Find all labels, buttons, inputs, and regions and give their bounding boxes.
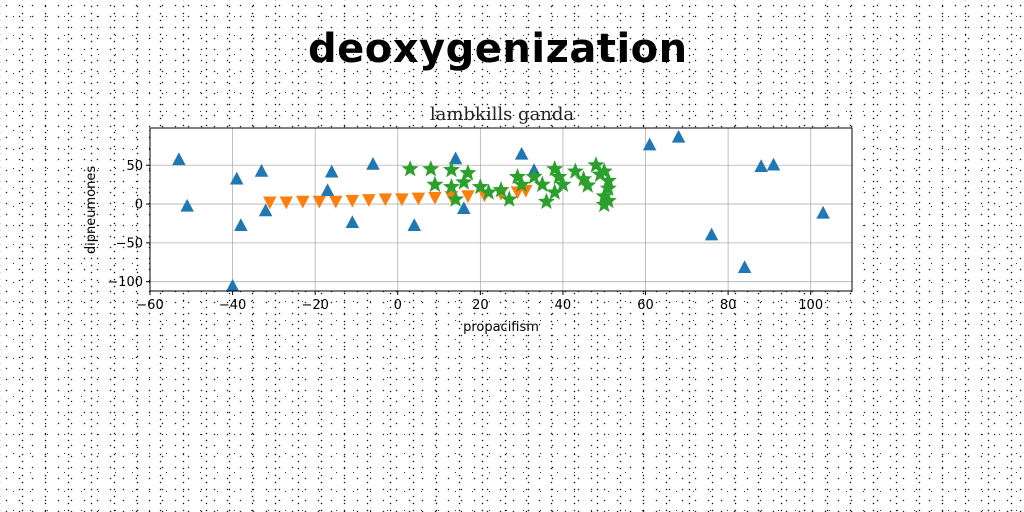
- data-point: [172, 152, 186, 166]
- data-point: [442, 177, 461, 195]
- data-point: [480, 183, 498, 200]
- data-point: [447, 190, 465, 207]
- y-tick-label: −50: [116, 236, 143, 251]
- data-point: [471, 177, 489, 195]
- data-point: [704, 227, 719, 241]
- data-point: [754, 159, 768, 173]
- data-point: [401, 160, 419, 177]
- data-point: [426, 175, 444, 192]
- data-point: [180, 198, 194, 212]
- data-point: [642, 137, 657, 151]
- data-point: [329, 195, 343, 209]
- data-point: [500, 190, 518, 207]
- x-tick-label: −40: [219, 298, 246, 313]
- data-point: [492, 181, 510, 198]
- x-tick-label: −20: [301, 298, 328, 313]
- x-tick-label: −60: [136, 298, 163, 313]
- data-point: [378, 193, 393, 207]
- data-point: [546, 160, 564, 177]
- chart-title: lambkills ganda: [430, 104, 575, 125]
- y-tick-label: 0: [135, 198, 143, 213]
- data-point: [395, 193, 409, 207]
- data-point: [225, 278, 240, 292]
- data-marks: [172, 129, 830, 292]
- data-point: [345, 215, 360, 228]
- data-point: [263, 196, 277, 210]
- page-title: deoxygenization: [308, 26, 688, 72]
- y-tick-label: −100: [107, 275, 143, 290]
- data-point: [599, 179, 617, 196]
- data-point: [422, 160, 440, 177]
- data-point: [766, 157, 781, 171]
- data-point: [428, 191, 442, 205]
- data-point: [234, 218, 248, 232]
- data-point: [566, 162, 584, 179]
- data-point: [459, 164, 477, 181]
- grid: [149, 128, 852, 291]
- data-point: [508, 167, 527, 185]
- data-point: [595, 187, 613, 204]
- data-point: [320, 183, 335, 197]
- data-point: [554, 175, 572, 192]
- x-tick-label: 80: [720, 298, 737, 313]
- data-point: [546, 183, 564, 200]
- data-point: [407, 218, 422, 232]
- data-point: [525, 167, 543, 185]
- data-point: [324, 164, 339, 178]
- y-axis-label: dipneumones: [84, 166, 99, 254]
- series-2: [401, 156, 617, 213]
- data-point: [366, 156, 380, 170]
- data-point: [442, 160, 461, 178]
- data-point: [296, 195, 310, 209]
- data-point: [345, 194, 360, 208]
- data-point: [279, 196, 294, 210]
- data-point: [587, 156, 605, 173]
- data-point: [362, 194, 376, 207]
- data-point: [457, 201, 471, 214]
- data-point: [579, 176, 597, 193]
- x-tick-label: 60: [637, 298, 654, 313]
- data-point: [513, 175, 531, 192]
- data-point: [671, 129, 686, 143]
- data-point: [537, 192, 555, 210]
- data-point: [510, 186, 525, 200]
- data-point: [816, 205, 830, 219]
- data-point: [737, 260, 752, 273]
- data-point: [514, 146, 529, 160]
- data-point: [455, 173, 473, 190]
- x-tick-label: 100: [798, 298, 823, 313]
- data-point: [254, 163, 269, 177]
- x-tick-label: 20: [472, 298, 489, 313]
- plot-frame: [149, 127, 853, 292]
- data-point: [229, 171, 244, 185]
- data-point: [411, 192, 426, 206]
- data-point: [533, 175, 551, 192]
- series-0: [172, 129, 830, 292]
- data-point: [595, 162, 613, 179]
- axis-ticks: −60 −40 −20 0 20 40 60 80 100 −100 −50 0 50: [107, 159, 823, 313]
- data-point: [461, 190, 475, 204]
- x-tick-label: 40: [555, 298, 572, 313]
- data-point: [591, 165, 609, 182]
- data-point: [575, 170, 593, 187]
- y-tick-label: 50: [126, 159, 143, 174]
- data-point: [595, 195, 613, 213]
- data-point: [312, 195, 327, 209]
- data-point: [599, 191, 617, 209]
- x-axis-label: propacifism: [463, 320, 539, 335]
- data-point: [550, 167, 568, 185]
- data-point: [448, 151, 463, 165]
- data-point: [258, 203, 273, 217]
- x-tick-label: 0: [394, 298, 402, 313]
